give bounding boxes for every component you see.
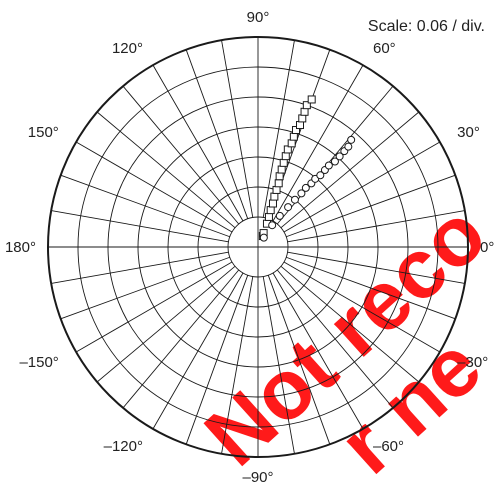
angle-tick-label: 60° — [373, 40, 396, 57]
data-point-square — [307, 95, 316, 104]
grid-circle — [197, 186, 319, 308]
data-point-square — [281, 152, 290, 161]
data-point-circle — [275, 211, 284, 220]
angle-tick-label: 30° — [457, 124, 480, 141]
data-point-square — [275, 172, 284, 181]
angle-tick-label: –30° — [457, 354, 488, 371]
angle-tick-label: 0° — [480, 239, 494, 256]
data-point-circle — [347, 135, 356, 144]
grid-circle — [227, 216, 289, 278]
data-point-square — [270, 192, 279, 201]
data-markers — [258, 95, 356, 242]
data-point-circle — [284, 203, 293, 212]
data-point-square — [302, 101, 311, 110]
data-point-square — [300, 107, 309, 116]
data-point-circle — [335, 152, 344, 161]
outer-circle — [47, 36, 469, 458]
grid-circle — [167, 156, 349, 338]
angle-tick-label: –90° — [242, 469, 273, 482]
angle-tick-label: –150° — [19, 354, 58, 371]
data-point-circle — [297, 189, 306, 198]
data-point-square — [264, 212, 273, 221]
scale-label: Scale: 0.06 / div. — [368, 18, 485, 35]
data-point-square — [277, 165, 286, 174]
data-point-circle — [330, 157, 339, 166]
data-point-square — [266, 206, 275, 215]
data-point-circle — [259, 233, 268, 242]
data-point-square — [298, 114, 307, 123]
angle-labels: 0° 30° 60° 90° 120° 150° 180° –150° –120° –90° –60… — [5, 9, 494, 482]
data-point-square — [268, 199, 277, 208]
data-point-circle — [290, 195, 299, 204]
data-point-circle — [301, 183, 310, 192]
grid-circle — [137, 126, 379, 368]
data-point-circle — [324, 161, 333, 170]
data-point-circle — [344, 142, 353, 151]
angle-tick-label: –60° — [373, 438, 404, 455]
data-point-square — [295, 121, 304, 130]
data-point-circle — [316, 171, 325, 180]
data-point-square — [272, 185, 281, 194]
data-point-square — [274, 179, 283, 188]
angle-tick-label: 150° — [28, 124, 59, 141]
data-point-square — [287, 139, 296, 148]
data-point-square — [289, 132, 298, 141]
angle-tick-label: 180° — [5, 239, 36, 256]
data-point-circle — [268, 221, 277, 230]
angle-tick-label: 120° — [112, 40, 143, 57]
polar-grid — [47, 36, 469, 458]
grid-circle — [77, 66, 439, 428]
angle-tick-label: –120° — [104, 438, 143, 455]
angle-tick-label: 90° — [247, 9, 270, 26]
grid-circle — [107, 96, 409, 398]
data-point-square — [279, 158, 288, 167]
